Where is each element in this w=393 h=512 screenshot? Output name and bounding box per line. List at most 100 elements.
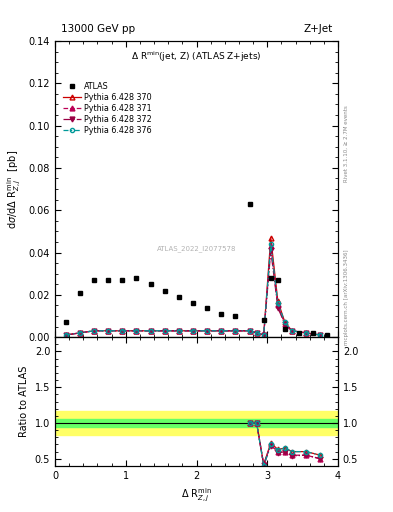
ATLAS	[162, 288, 167, 294]
ATLAS	[261, 317, 266, 323]
Pythia 6.428 372	[261, 332, 266, 338]
ATLAS	[283, 326, 287, 332]
Y-axis label: Ratio to ATLAS: Ratio to ATLAS	[19, 366, 29, 437]
ATLAS	[247, 201, 252, 207]
Pythia 6.428 370	[162, 328, 167, 334]
Pythia 6.428 372	[134, 328, 139, 334]
Pythia 6.428 371	[233, 328, 238, 334]
Line: Pythia 6.428 370: Pythia 6.428 370	[63, 236, 323, 337]
ATLAS	[148, 281, 153, 287]
Pythia 6.428 372	[318, 332, 323, 338]
Line: ATLAS: ATLAS	[63, 201, 330, 337]
Pythia 6.428 370	[283, 319, 287, 326]
Pythia 6.428 372	[148, 328, 153, 334]
Pythia 6.428 370	[148, 328, 153, 334]
Pythia 6.428 370	[134, 328, 139, 334]
Pythia 6.428 371	[290, 328, 294, 334]
Pythia 6.428 376	[176, 328, 181, 334]
Pythia 6.428 371	[106, 328, 110, 334]
ATLAS	[219, 311, 224, 317]
Pythia 6.428 371	[205, 328, 209, 334]
Pythia 6.428 370	[106, 328, 110, 334]
Pythia 6.428 372	[77, 330, 82, 336]
Text: $\Delta$ R$^{\rm min}$(jet, Z) (ATLAS Z+jets): $\Delta$ R$^{\rm min}$(jet, Z) (ATLAS Z+…	[131, 50, 262, 64]
Pythia 6.428 371	[247, 328, 252, 334]
ATLAS	[268, 275, 273, 281]
Pythia 6.428 371	[176, 328, 181, 334]
Pythia 6.428 370	[205, 328, 209, 334]
Pythia 6.428 371	[120, 328, 125, 334]
Pythia 6.428 376	[268, 241, 273, 247]
Pythia 6.428 370	[77, 330, 82, 336]
X-axis label: $\Delta$ R$^{\rm min}_{Z,j}$: $\Delta$ R$^{\rm min}_{Z,j}$	[181, 486, 212, 504]
Pythia 6.428 371	[275, 303, 280, 309]
Pythia 6.428 371	[77, 330, 82, 336]
ATLAS	[92, 277, 96, 283]
Pythia 6.428 376	[247, 328, 252, 334]
ATLAS	[63, 319, 68, 326]
ATLAS	[205, 305, 209, 311]
ATLAS	[134, 275, 139, 281]
Text: ATLAS_2022_I2077578: ATLAS_2022_I2077578	[157, 245, 236, 252]
Pythia 6.428 371	[261, 332, 266, 338]
Pythia 6.428 376	[318, 332, 323, 338]
Text: mcplots.cern.ch [arXiv:1306.3436]: mcplots.cern.ch [arXiv:1306.3436]	[344, 249, 349, 345]
Pythia 6.428 372	[176, 328, 181, 334]
Text: 13000 GeV pp: 13000 GeV pp	[61, 24, 135, 34]
Pythia 6.428 370	[318, 332, 323, 338]
Pythia 6.428 372	[254, 330, 259, 336]
Pythia 6.428 372	[275, 305, 280, 311]
Y-axis label: d$\sigma$/d$\Delta$ R$^{\rm min}_{Z,j}$  [pb]: d$\sigma$/d$\Delta$ R$^{\rm min}_{Z,j}$ …	[6, 150, 23, 228]
Pythia 6.428 376	[92, 328, 96, 334]
Pythia 6.428 370	[191, 328, 195, 334]
Pythia 6.428 376	[261, 332, 266, 338]
Pythia 6.428 372	[304, 330, 309, 336]
Pythia 6.428 372	[268, 247, 273, 253]
ATLAS	[176, 294, 181, 300]
Pythia 6.428 371	[268, 243, 273, 249]
Pythia 6.428 371	[63, 332, 68, 338]
Pythia 6.428 376	[283, 319, 287, 326]
Text: Z+Jet: Z+Jet	[303, 24, 332, 34]
Pythia 6.428 372	[247, 328, 252, 334]
Pythia 6.428 370	[63, 332, 68, 338]
Pythia 6.428 370	[268, 234, 273, 241]
Pythia 6.428 372	[92, 328, 96, 334]
Pythia 6.428 376	[134, 328, 139, 334]
Pythia 6.428 376	[191, 328, 195, 334]
Pythia 6.428 370	[219, 328, 224, 334]
Pythia 6.428 376	[233, 328, 238, 334]
Pythia 6.428 371	[283, 322, 287, 328]
Pythia 6.428 376	[275, 300, 280, 306]
ATLAS	[325, 332, 330, 338]
Pythia 6.428 371	[304, 330, 309, 336]
Pythia 6.428 370	[275, 298, 280, 304]
Pythia 6.428 371	[92, 328, 96, 334]
ATLAS	[311, 330, 316, 336]
Pythia 6.428 376	[63, 332, 68, 338]
Pythia 6.428 376	[148, 328, 153, 334]
Pythia 6.428 371	[148, 328, 153, 334]
Pythia 6.428 372	[162, 328, 167, 334]
Line: Pythia 6.428 372: Pythia 6.428 372	[63, 248, 323, 337]
Pythia 6.428 371	[162, 328, 167, 334]
Pythia 6.428 370	[120, 328, 125, 334]
Pythia 6.428 370	[176, 328, 181, 334]
Pythia 6.428 370	[92, 328, 96, 334]
Legend: ATLAS, Pythia 6.428 370, Pythia 6.428 371, Pythia 6.428 372, Pythia 6.428 376: ATLAS, Pythia 6.428 370, Pythia 6.428 37…	[62, 80, 154, 137]
Text: Rivet 3.1.10, ≥ 2.7M events: Rivet 3.1.10, ≥ 2.7M events	[344, 105, 349, 182]
Pythia 6.428 372	[283, 322, 287, 328]
Pythia 6.428 372	[205, 328, 209, 334]
Pythia 6.428 371	[318, 332, 323, 338]
Pythia 6.428 370	[233, 328, 238, 334]
Pythia 6.428 370	[261, 332, 266, 338]
Line: Pythia 6.428 371: Pythia 6.428 371	[63, 244, 323, 337]
ATLAS	[191, 300, 195, 306]
Pythia 6.428 370	[247, 328, 252, 334]
Pythia 6.428 372	[106, 328, 110, 334]
ATLAS	[106, 277, 110, 283]
Pythia 6.428 376	[290, 328, 294, 334]
Pythia 6.428 372	[233, 328, 238, 334]
Pythia 6.428 372	[63, 332, 68, 338]
Pythia 6.428 372	[191, 328, 195, 334]
